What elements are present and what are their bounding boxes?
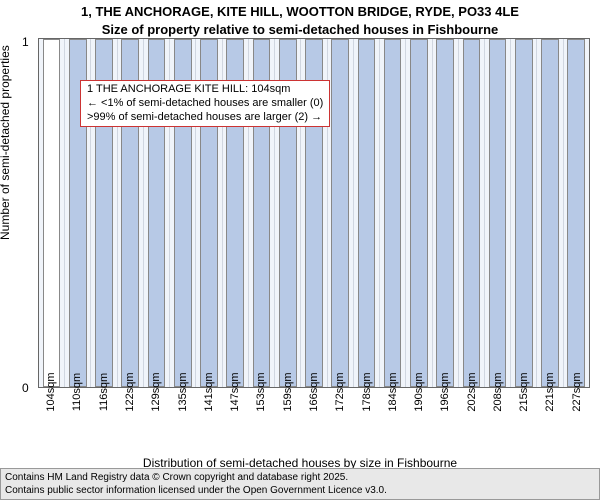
bar — [436, 39, 454, 387]
bar-slot — [563, 39, 589, 387]
x-tick: 104sqm — [38, 390, 64, 445]
legend-line2: ← <1% of semi-detached houses are smalle… — [87, 97, 323, 111]
x-tick-label: 190sqm — [413, 372, 425, 411]
chart-title-line2: Size of property relative to semi-detach… — [0, 22, 600, 37]
x-tick-label: 215sqm — [518, 372, 530, 411]
x-tick-label: 196sqm — [439, 372, 451, 411]
bar-slot — [510, 39, 536, 387]
bar — [384, 39, 402, 387]
bar — [410, 39, 428, 387]
x-tick-label: 153sqm — [255, 372, 267, 411]
x-tick-label: 184sqm — [387, 372, 399, 411]
bar-slot — [327, 39, 353, 387]
chart-title-line1: 1, THE ANCHORAGE, KITE HILL, WOOTTON BRI… — [0, 4, 600, 19]
x-tick-label: 110sqm — [71, 373, 83, 411]
bar-slot — [39, 39, 64, 387]
legend-box: 1 THE ANCHORAGE KITE HILL: 104sqm ← <1% … — [80, 80, 330, 127]
y-axis-label: Number of semi-detached properties — [0, 45, 12, 240]
legend-line1: 1 THE ANCHORAGE KITE HILL: 104sqm — [87, 83, 323, 97]
y-tick-0: 0 — [22, 381, 29, 395]
x-tick-label: 202sqm — [466, 372, 478, 411]
x-tick-label: 104sqm — [45, 372, 57, 411]
x-tick: 172sqm — [327, 390, 353, 445]
x-tick: 208sqm — [485, 390, 511, 445]
x-tick: 110sqm — [64, 390, 90, 445]
x-tick-label: 116sqm — [98, 373, 110, 411]
x-tick: 221sqm — [537, 390, 563, 445]
legend-line3: >99% of semi-detached houses are larger … — [87, 111, 323, 125]
x-tick-label: 141sqm — [203, 372, 215, 411]
bar — [567, 39, 585, 387]
bar-slot — [484, 39, 510, 387]
x-tick-label: 166sqm — [308, 372, 320, 411]
bar — [331, 39, 349, 387]
x-tick: 227sqm — [564, 390, 590, 445]
bar — [463, 39, 481, 387]
x-tick: 159sqm — [275, 390, 301, 445]
bar — [358, 39, 376, 387]
bar-slot — [458, 39, 484, 387]
bar — [515, 39, 533, 387]
x-tick: 141sqm — [196, 390, 222, 445]
footer-line1: Contains HM Land Registry data © Crown c… — [5, 471, 595, 484]
x-tick: 153sqm — [248, 390, 274, 445]
x-tick: 135sqm — [169, 390, 195, 445]
x-tick: 196sqm — [432, 390, 458, 445]
x-tick-label: 129sqm — [150, 372, 162, 411]
x-tick: 122sqm — [117, 390, 143, 445]
bar-slot — [379, 39, 405, 387]
bar — [489, 39, 507, 387]
x-tick: 178sqm — [353, 390, 379, 445]
x-tick-label: 178sqm — [361, 372, 373, 411]
bar-slot — [536, 39, 562, 387]
x-tick: 190sqm — [406, 390, 432, 445]
plot-area: 1 THE ANCHORAGE KITE HILL: 104sqm ← <1% … — [38, 38, 590, 388]
footer-line2: Contains public sector information licen… — [5, 484, 595, 497]
x-tick: 166sqm — [301, 390, 327, 445]
x-tick: 215sqm — [511, 390, 537, 445]
bar-slot — [353, 39, 379, 387]
bar-slot — [432, 39, 458, 387]
x-ticks: 104sqm110sqm116sqm122sqm129sqm135sqm141s… — [38, 390, 590, 445]
x-tick-label: 221sqm — [544, 372, 556, 411]
x-tick: 147sqm — [222, 390, 248, 445]
x-tick-label: 172sqm — [334, 372, 346, 411]
x-tick-label: 147sqm — [229, 372, 241, 411]
x-tick-label: 135sqm — [177, 372, 189, 411]
x-tick-label: 122sqm — [124, 372, 136, 411]
bar — [43, 39, 61, 387]
bar — [541, 39, 559, 387]
chart-container: 1, THE ANCHORAGE, KITE HILL, WOOTTON BRI… — [0, 0, 600, 500]
bar-slot — [405, 39, 431, 387]
x-tick: 129sqm — [143, 390, 169, 445]
footer: Contains HM Land Registry data © Crown c… — [0, 468, 600, 500]
x-tick-label: 227sqm — [571, 372, 583, 411]
x-tick-label: 159sqm — [282, 372, 294, 411]
x-tick: 184sqm — [380, 390, 406, 445]
x-tick: 202sqm — [459, 390, 485, 445]
x-tick-label: 208sqm — [492, 372, 504, 411]
y-tick-1: 1 — [22, 35, 29, 49]
x-tick: 116sqm — [91, 390, 117, 445]
